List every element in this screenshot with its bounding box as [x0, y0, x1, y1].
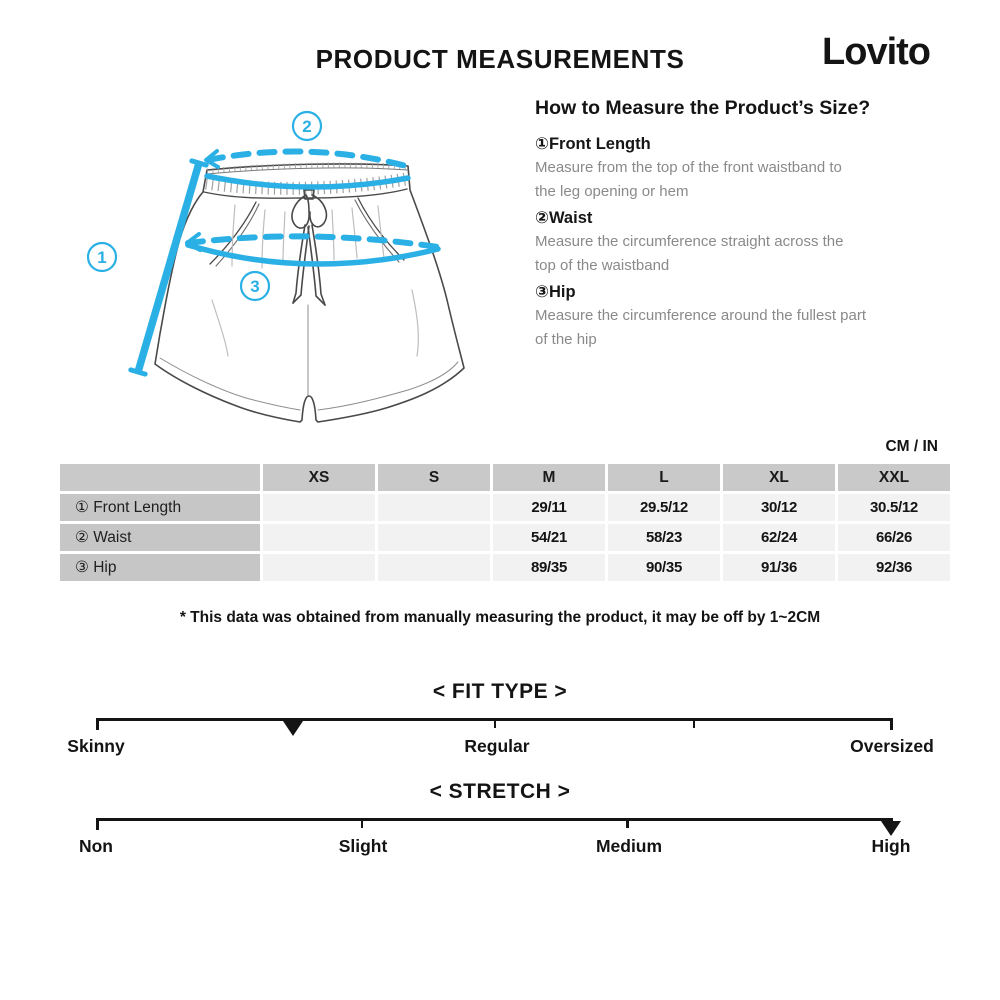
header-cell-xl: XL: [723, 464, 835, 491]
measurement-overlays: 2 1 3: [86, 110, 441, 377]
callout-2-label: 2: [302, 117, 311, 136]
fit-type-title: < FIT TYPE >: [432, 680, 568, 703]
header-cell-l: L: [608, 464, 720, 491]
measure-item-label: ③Hip: [535, 283, 576, 301]
measure-item-front-length: ①Front Length Measure from the top of th…: [535, 132, 935, 203]
track-tick: [360, 818, 364, 828]
brand-logo: Lovito: [822, 31, 931, 73]
shorts-illustration: [154, 162, 465, 423]
header-cell-xxl: XXL: [838, 464, 950, 491]
value-cell: 30/12: [723, 494, 835, 521]
shorts-measurement-diagram: 2 1 3: [86, 110, 465, 423]
header-cell-empty: [60, 464, 260, 491]
table-row: ① Front Length 29/11 29.5/12 30/12 30.5/…: [60, 494, 950, 521]
waist-ellipse: [204, 148, 413, 190]
row-label-waist: ② Waist: [60, 524, 260, 551]
value-cell: 29.5/12: [608, 494, 720, 521]
value-cell: [263, 554, 375, 581]
scale-label: Medium: [595, 836, 663, 856]
value-cell: 89/35: [493, 554, 605, 581]
how-to-measure-section: How to Measure the Product’s Size? ①Fron…: [535, 97, 935, 354]
callout-3-label: 3: [250, 277, 259, 296]
scale-label: Slight: [338, 836, 388, 856]
measure-item-desc: Measure from the top of the front waistb…: [535, 159, 842, 200]
value-cell: 90/35: [608, 554, 720, 581]
scale-label: High: [871, 836, 911, 856]
row-label-hip: ③ Hip: [60, 554, 260, 581]
value-cell: 92/36: [838, 554, 950, 581]
table-row: ② Waist 54/21 58/23 62/24 66/26: [60, 524, 950, 551]
value-cell: 62/24: [723, 524, 835, 551]
track-tick: [626, 818, 629, 828]
value-cell: [378, 524, 490, 551]
value-cell: 30.5/12: [838, 494, 950, 521]
track-tick: [493, 718, 496, 728]
value-cell: [378, 554, 490, 581]
track-end-tick: [890, 718, 893, 730]
measure-item-desc: Measure the circumference around the ful…: [535, 307, 867, 348]
measure-item-desc: Measure the circumference straight acros…: [535, 233, 844, 274]
header-cell-xs: XS: [263, 464, 375, 491]
scale-label: Non: [78, 836, 114, 856]
fit-type-scale: < FIT TYPE > Skinny Regular Oversized: [0, 680, 1000, 775]
fit-type-track: [96, 718, 893, 736]
stretch-track: [96, 818, 901, 836]
value-cell: [378, 494, 490, 521]
value-cell: 29/11: [493, 494, 605, 521]
stretch-title: < STRETCH >: [429, 780, 571, 803]
size-table: XS S M L XL XXL ① Front Length 29/11 29.…: [57, 461, 953, 584]
table-row: ③ Hip 89/35 90/35 91/36 92/36: [60, 554, 950, 581]
measure-item-hip: ③Hip Measure the circumference around th…: [535, 280, 935, 351]
measure-item-waist: ②Waist Measure the circumference straigh…: [535, 206, 935, 277]
scale-label: Regular: [464, 736, 530, 756]
size-table-header-row: XS S M L XL XXL: [60, 464, 950, 491]
row-label-front-length: ① Front Length: [60, 494, 260, 521]
value-cell: 91/36: [723, 554, 835, 581]
header-cell-s: S: [378, 464, 490, 491]
scale-label: Oversized: [850, 736, 934, 756]
track-end-tick: [96, 818, 99, 830]
callout-3-icon: [239, 270, 271, 302]
value-cell: 66/26: [838, 524, 950, 551]
callout-1-label: 1: [97, 248, 106, 267]
callout-1-icon: [86, 241, 118, 273]
how-to-title: How to Measure the Product’s Size?: [535, 97, 871, 119]
track-tick: [692, 718, 696, 728]
measurement-disclaimer: * This data was obtained from manually m…: [179, 609, 821, 626]
value-cell: [263, 494, 375, 521]
value-cell: 58/23: [608, 524, 720, 551]
stretch-marker-icon: [880, 821, 901, 836]
track-end-tick: [96, 718, 99, 730]
hip-ellipse: [185, 232, 441, 267]
fit-type-marker-icon: [282, 721, 303, 736]
callout-2-icon: [291, 110, 323, 142]
measure-item-label: ②Waist: [535, 209, 593, 227]
header-cell-m: M: [493, 464, 605, 491]
scale-label: Skinny: [67, 736, 125, 756]
front-length-line: [128, 158, 209, 377]
stretch-scale: < STRETCH > Non Slight Medium High: [0, 780, 1000, 875]
value-cell: 54/21: [493, 524, 605, 551]
units-label: CM / IN: [885, 438, 938, 455]
measure-item-label: ①Front Length: [535, 135, 651, 153]
value-cell: [263, 524, 375, 551]
drawstring-bow: [291, 189, 328, 306]
page-title: PRODUCT MEASUREMENTS: [315, 44, 685, 74]
